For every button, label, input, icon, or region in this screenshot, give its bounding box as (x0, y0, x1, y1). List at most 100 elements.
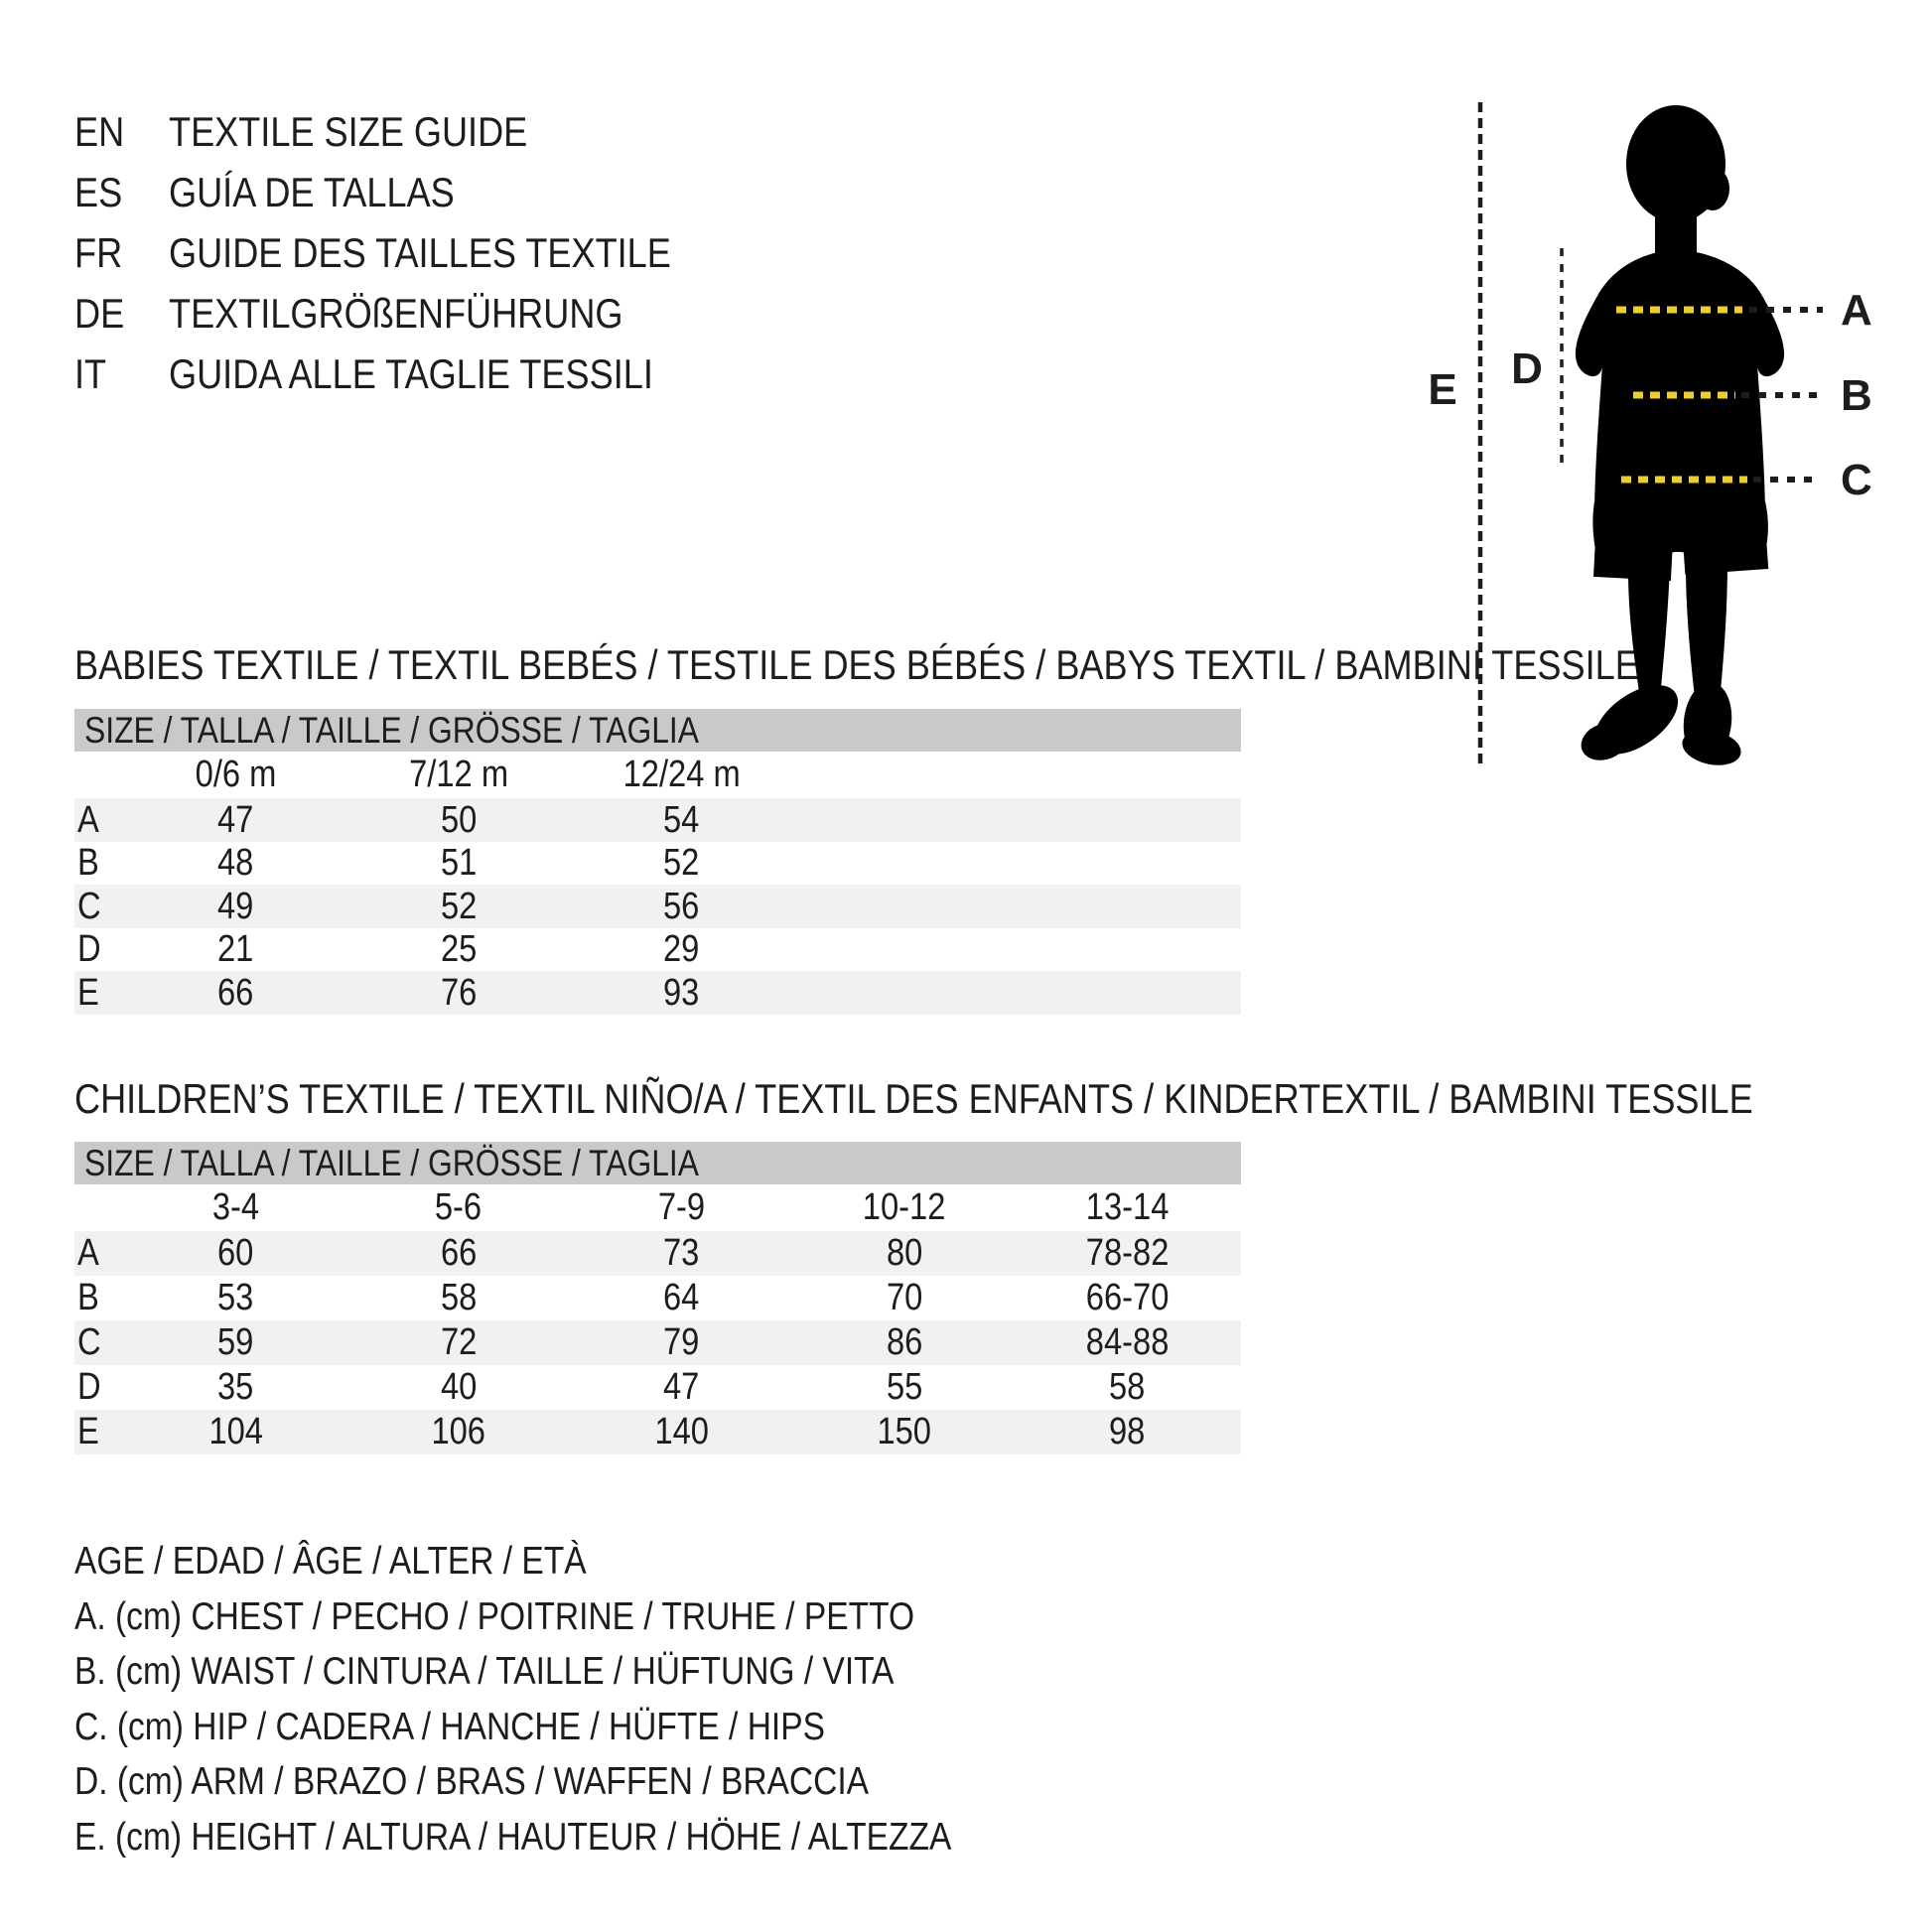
table-cell: 70 (886, 1277, 922, 1318)
table-cell: 66 (440, 1232, 477, 1274)
table-cell: 49 (217, 886, 254, 927)
language-code: DE (74, 290, 125, 337)
row-label: A (77, 1232, 99, 1274)
table-cell: 25 (440, 928, 477, 970)
table-cell: 59 (217, 1321, 254, 1363)
table-row: C 59 72 79 86 84-88 (74, 1320, 1241, 1365)
table-cell: 35 (217, 1366, 254, 1408)
table-cell: 66 (217, 972, 254, 1014)
table-cell: 54 (663, 799, 700, 841)
column-header: 7-9 (657, 1186, 705, 1228)
spacer (74, 1184, 124, 1231)
table-row: E 66 76 93 (74, 971, 1241, 1015)
child-silhouette (1575, 105, 1785, 765)
spacer (74, 752, 124, 798)
language-code: IT (74, 350, 107, 397)
table-cell: 56 (663, 886, 700, 927)
table-cell: 150 (877, 1411, 932, 1452)
children-column-header-row: 3-4 5-6 7-9 10-12 13-14 (74, 1184, 1241, 1231)
legend-item: D. (cm) ARM / BRAZO / BRAS / WAFFEN / BR… (74, 1760, 870, 1803)
table-cell: 86 (886, 1321, 922, 1363)
page-title: GUIDA ALLE TAGLIE TESSILI (169, 350, 653, 397)
page-title: GUÍA DE TALLAS (169, 169, 455, 215)
table-row: B 53 58 64 70 66-70 (74, 1276, 1241, 1320)
table-row: C 49 52 56 (74, 885, 1241, 928)
column-header: 0/6 m (195, 754, 277, 795)
label-b: B (1841, 371, 1872, 420)
table-cell: 80 (886, 1232, 922, 1274)
table-cell: 29 (663, 928, 700, 970)
table-cell: 98 (1109, 1411, 1146, 1452)
table-cell: 73 (663, 1232, 700, 1274)
table-cell: 50 (440, 799, 477, 841)
legend-item: A. (cm) CHEST / PECHO / POITRINE / TRUHE… (74, 1595, 915, 1638)
babies-column-header-row: 0/6 m 7/12 m 12/24 m (74, 752, 1241, 798)
table-cell: 55 (886, 1366, 922, 1408)
row-label: D (77, 1366, 101, 1408)
babies-section-heading: BABIES TEXTILE / TEXTIL BEBÉS / TESTILE … (74, 641, 1639, 688)
table-cell: 21 (217, 928, 254, 970)
column-header: 5-6 (435, 1186, 483, 1228)
table-cell: 48 (217, 842, 254, 884)
table-cell: 47 (663, 1366, 700, 1408)
label-a: A (1841, 286, 1872, 335)
table-cell: 140 (653, 1411, 709, 1452)
table-cell: 47 (217, 799, 254, 841)
table-cell: 51 (440, 842, 477, 884)
table-cell: 58 (1109, 1366, 1146, 1408)
column-header: 12/24 m (622, 754, 741, 795)
table-row: B 48 51 52 (74, 842, 1241, 885)
row-label: E (77, 1411, 99, 1452)
table-row: E 104 106 140 150 98 (74, 1410, 1241, 1454)
language-code: ES (74, 169, 123, 215)
row-label: B (77, 1277, 99, 1318)
column-header: 10-12 (862, 1186, 946, 1228)
language-code: EN (74, 108, 125, 155)
table-cell: 58 (440, 1277, 477, 1318)
page-title: TEXTILGRÖßENFÜHRUNG (169, 290, 623, 337)
children-section-heading: CHILDREN’S TEXTILE / TEXTIL NIÑO/A / TEX… (74, 1075, 1753, 1122)
table-cell: 78-82 (1085, 1232, 1170, 1274)
table-row: D 35 40 47 55 58 (74, 1365, 1241, 1410)
legend-item: B. (cm) WAIST / CINTURA / TAILLE / HÜFTU… (74, 1650, 895, 1693)
label-c: C (1841, 456, 1872, 504)
table-cell: 106 (431, 1411, 486, 1452)
table-row: D 21 25 29 (74, 928, 1241, 971)
row-label: B (77, 842, 99, 884)
table-cell: 72 (440, 1321, 477, 1363)
table-cell: 52 (663, 842, 700, 884)
table-cell: 53 (217, 1277, 254, 1318)
legend-age-line: AGE / EDAD / ÂGE / ALTER / ETÀ (74, 1540, 587, 1583)
label-e: E (1428, 365, 1456, 414)
table-cell: 60 (217, 1232, 254, 1274)
column-header: 13-14 (1085, 1186, 1170, 1228)
table-cell: 93 (663, 972, 700, 1014)
row-label: E (77, 972, 99, 1014)
label-d: D (1511, 345, 1543, 393)
table-row: A 60 66 73 80 78-82 (74, 1231, 1241, 1276)
row-label: A (77, 799, 99, 841)
table-cell: 104 (207, 1411, 263, 1452)
legend-item: E. (cm) HEIGHT / ALTURA / HAUTEUR / HÖHE… (74, 1816, 952, 1859)
babies-size-header-bar: SIZE / TALLA / TAILLE / GRÖSSE / TAGLIA (74, 709, 1241, 752)
table-cell: 79 (663, 1321, 700, 1363)
row-label: C (77, 1321, 101, 1363)
table-cell: 52 (440, 886, 477, 927)
table-cell: 84-88 (1085, 1321, 1170, 1363)
language-code: FR (74, 229, 123, 276)
legend-item: C. (cm) HIP / CADERA / HANCHE / HÜFTE / … (74, 1706, 825, 1748)
child-measurement-figure: A B C D E (1428, 102, 1872, 765)
column-header: 3-4 (211, 1186, 259, 1228)
table-cell: 40 (440, 1366, 477, 1408)
row-label: C (77, 886, 101, 927)
page-title: TEXTILE SIZE GUIDE (169, 108, 528, 155)
table-cell: 76 (440, 972, 477, 1014)
row-label: D (77, 928, 101, 970)
page-title: GUIDE DES TAILLES TEXTILE (169, 229, 671, 276)
column-header: 7/12 m (408, 754, 508, 795)
table-cell: 66-70 (1085, 1277, 1170, 1318)
children-size-header-bar: SIZE / TALLA / TAILLE / GRÖSSE / TAGLIA (74, 1142, 1241, 1184)
table-row: A 47 50 54 (74, 798, 1241, 842)
table-cell: 64 (663, 1277, 700, 1318)
